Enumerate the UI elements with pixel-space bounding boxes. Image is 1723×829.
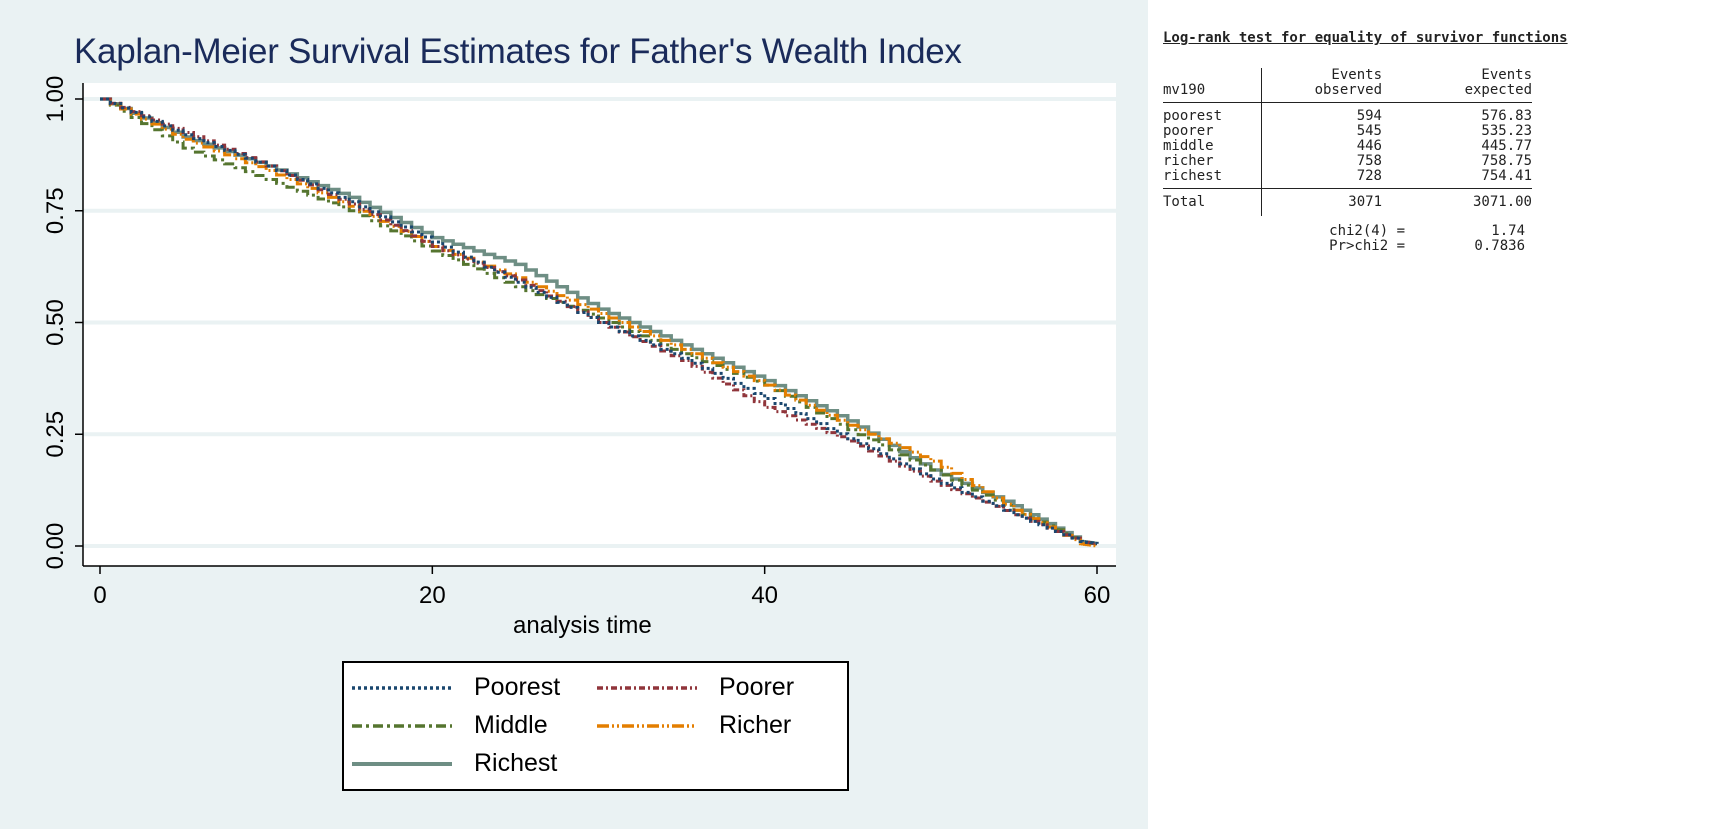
legend-label: Middle — [474, 711, 548, 739]
legend-item-middle: Middle — [352, 711, 548, 740]
row-label: poorer — [1163, 124, 1262, 139]
y-tick-label: 0.75 — [42, 187, 69, 234]
logrank-table: Events Events mv190 observed expected poore… — [1163, 68, 1532, 216]
x-axis-label: analysis time — [513, 612, 652, 639]
expected: 758.75 — [1481, 153, 1532, 169]
legend-label: Richest — [474, 749, 558, 777]
legend-swatch — [352, 761, 452, 766]
legend-item-poorer: Poorer — [597, 673, 794, 702]
legend-swatch — [352, 685, 452, 690]
row-label: richer — [1163, 154, 1262, 169]
observed: 3071 — [1261, 187, 1382, 216]
col-header: Events — [1481, 67, 1532, 83]
legend-swatch — [597, 685, 697, 690]
table-row: poorest 594 576.83 — [1163, 102, 1532, 124]
logrank-title: Log-rank test for equality of survivor f… — [1163, 30, 1568, 46]
legend: Poorest Poorer Middle Richer Richest — [342, 661, 849, 791]
observed: 758 — [1356, 153, 1382, 169]
expected: 576.83 — [1481, 108, 1532, 124]
table-row: richer 758 758.75 — [1163, 154, 1532, 169]
observed: 728 — [1356, 168, 1382, 184]
total-row: Total 3071 3071.00 — [1163, 187, 1532, 216]
legend-item-richest: Richest — [352, 749, 557, 778]
km-chart: 0.00 0.25 0.50 0.75 1.00 0 20 40 60 — [42, 76, 1116, 609]
chart-title: Kaplan-Meier Survival Estimates for Fath… — [74, 32, 962, 71]
series-line-richer — [100, 97, 1099, 548]
var-name: mv190 — [1163, 83, 1262, 103]
y-tick-label: 1.00 — [42, 76, 69, 123]
col-header: observed — [1261, 83, 1382, 103]
observed: 594 — [1356, 108, 1382, 124]
chi-label: chi2(4) = — [1329, 222, 1405, 239]
p-value: 0.7836 — [1474, 237, 1525, 254]
x-tick-label: 20 — [419, 582, 446, 609]
row-label: middle — [1163, 139, 1262, 154]
y-tick-label: 0.50 — [42, 299, 69, 346]
legend-swatch — [597, 723, 697, 728]
expected: 535.23 — [1481, 123, 1532, 139]
expected: 445.77 — [1481, 138, 1532, 154]
chi-value: 1.74 — [1491, 222, 1525, 239]
test-stats: chi2(4) = 1.74 Pr>chi2 = 0.7836 — [1163, 222, 1568, 254]
legend-label: Poorest — [474, 673, 561, 701]
row-label: richest — [1163, 169, 1262, 188]
legend-label: Poorer — [719, 673, 795, 701]
x-tick-label: 0 — [93, 582, 106, 609]
col-header: Events — [1331, 67, 1382, 83]
expected: 754.41 — [1481, 168, 1532, 184]
y-tick-label: 0.00 — [42, 523, 69, 570]
row-label: poorest — [1163, 102, 1262, 124]
logrank-output: Log-rank test for equality of survivor f… — [1163, 30, 1568, 254]
expected: 3071.00 — [1382, 187, 1532, 216]
observed: 545 — [1356, 123, 1382, 139]
legend-label: Richer — [719, 711, 792, 739]
legend-item-richer: Richer — [597, 711, 791, 740]
x-tick-label: 40 — [751, 582, 778, 609]
row-label: Total — [1163, 187, 1262, 216]
legend-item-poorest: Poorest — [352, 673, 560, 702]
col-header: expected — [1382, 83, 1532, 103]
table-row: poorer 545 535.23 — [1163, 124, 1532, 139]
table-row: richest 728 754.41 — [1163, 169, 1532, 188]
observed: 446 — [1356, 138, 1382, 154]
x-tick-label: 60 — [1084, 582, 1111, 609]
legend-swatch — [352, 723, 452, 728]
series-line-poorest — [100, 97, 1099, 545]
table-row: middle 446 445.77 — [1163, 139, 1532, 154]
y-tick-label: 0.25 — [42, 411, 69, 458]
p-label: Pr>chi2 = — [1329, 237, 1405, 254]
